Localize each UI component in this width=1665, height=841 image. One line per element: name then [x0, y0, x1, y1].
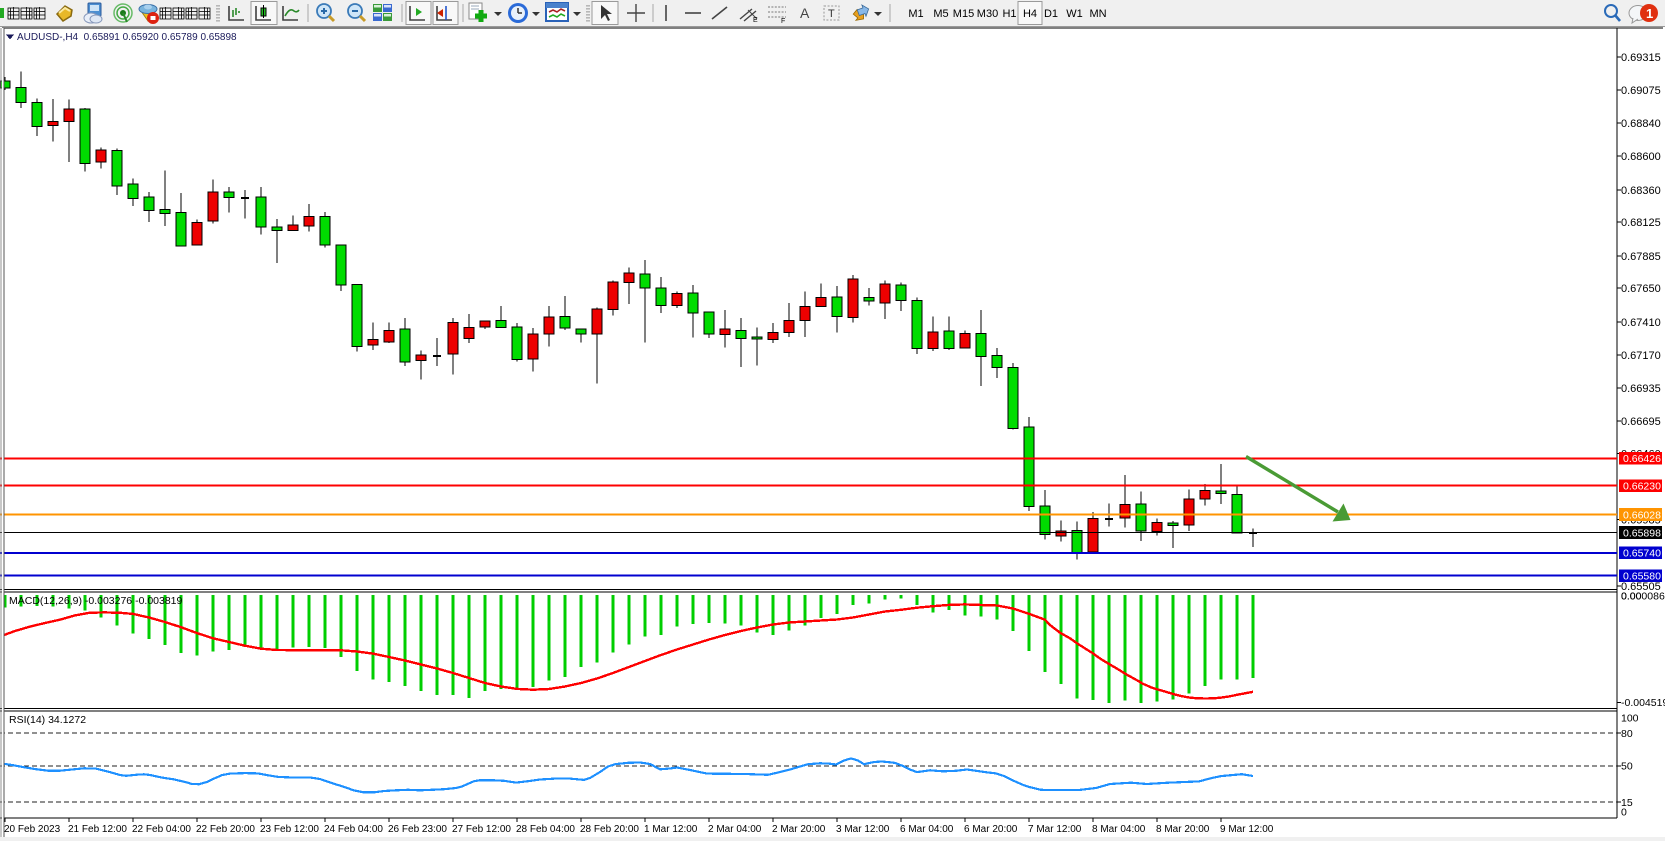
svg-text:0.65898: 0.65898 [1623, 527, 1661, 539]
svg-text:6 Mar 20:00: 6 Mar 20:00 [964, 824, 1018, 835]
svg-text:26 Feb 23:00: 26 Feb 23:00 [388, 824, 447, 835]
svg-text:80: 80 [1621, 728, 1633, 740]
svg-text:0.67410: 0.67410 [1621, 317, 1661, 329]
svg-text:50: 50 [1621, 761, 1633, 773]
svg-text:0.000086: 0.000086 [1621, 590, 1665, 602]
svg-text:RSI(14) 34.1272: RSI(14) 34.1272 [9, 714, 86, 726]
svg-text:22 Feb 04:00: 22 Feb 04:00 [132, 824, 191, 835]
svg-text:F: F [781, 18, 785, 25]
svg-text:27 Feb 12:00: 27 Feb 12:00 [452, 824, 511, 835]
svg-text:MACD(12,26,9) -0.003276 -0.003: MACD(12,26,9) -0.003276 -0.003819 [9, 595, 183, 607]
svg-text:H4: H4 [1023, 8, 1037, 20]
svg-text:28 Feb 20:00: 28 Feb 20:00 [580, 824, 639, 835]
svg-text:M15: M15 [953, 8, 974, 20]
svg-text:7 Mar 12:00: 7 Mar 12:00 [1028, 824, 1082, 835]
svg-text:0.69315: 0.69315 [1621, 52, 1661, 64]
svg-text:100: 100 [1621, 713, 1639, 725]
svg-text:M1: M1 [908, 8, 923, 20]
svg-text:22 Feb 20:00: 22 Feb 20:00 [196, 824, 255, 835]
svg-text:0: 0 [1621, 807, 1627, 819]
svg-text:6 Mar 04:00: 6 Mar 04:00 [900, 824, 954, 835]
svg-text:0.69075: 0.69075 [1621, 85, 1661, 97]
svg-text:8 Mar 20:00: 8 Mar 20:00 [1156, 824, 1210, 835]
svg-text:0.68600: 0.68600 [1621, 151, 1661, 163]
svg-text:0.00: 0.00 [1621, 590, 1642, 602]
svg-text:1 Mar 12:00: 1 Mar 12:00 [644, 824, 698, 835]
svg-text:M30: M30 [977, 8, 998, 20]
svg-text:0.65505: 0.65505 [1621, 581, 1661, 593]
svg-text:T: T [828, 8, 835, 20]
svg-text:2 Mar 20:00: 2 Mar 20:00 [772, 824, 826, 835]
svg-text:21 Feb 12:00: 21 Feb 12:00 [68, 824, 127, 835]
svg-text:E: E [753, 17, 758, 24]
svg-text:15: 15 [1621, 797, 1633, 809]
svg-text:0.68125: 0.68125 [1621, 217, 1661, 229]
svg-text:H1: H1 [1002, 8, 1016, 20]
svg-text:0.65580: 0.65580 [1623, 571, 1661, 583]
svg-text:24 Feb 04:00: 24 Feb 04:00 [324, 824, 383, 835]
svg-text:MN: MN [1089, 8, 1106, 20]
svg-text:0.66230: 0.66230 [1623, 480, 1661, 492]
svg-text:0.67885: 0.67885 [1621, 251, 1661, 263]
svg-text:20 Feb 2023: 20 Feb 2023 [4, 824, 61, 835]
svg-text:W1: W1 [1066, 8, 1083, 20]
svg-text:0.66935: 0.66935 [1621, 383, 1661, 395]
svg-text:0.68840: 0.68840 [1621, 118, 1661, 130]
svg-text:D1: D1 [1044, 8, 1058, 20]
svg-text:3 Mar 12:00: 3 Mar 12:00 [836, 824, 890, 835]
svg-text:28 Feb 04:00: 28 Feb 04:00 [516, 824, 575, 835]
svg-text:0.66028: 0.66028 [1623, 509, 1661, 521]
svg-text:0.67170: 0.67170 [1621, 350, 1661, 362]
svg-text:0.66695: 0.66695 [1621, 416, 1661, 428]
svg-text:2 Mar 04:00: 2 Mar 04:00 [708, 824, 762, 835]
svg-text:0.65740: 0.65740 [1623, 548, 1661, 560]
svg-text:0.66426: 0.66426 [1623, 453, 1661, 465]
svg-text:-0.004519: -0.004519 [1621, 697, 1665, 709]
svg-text:23 Feb 12:00: 23 Feb 12:00 [260, 824, 319, 835]
svg-text:AUDUSD-,H4 0.65891 0.65920 0.: AUDUSD-,H4 0.65891 0.65920 0.65789 0.658… [17, 32, 237, 43]
svg-text:9 Mar 12:00: 9 Mar 12:00 [1220, 824, 1274, 835]
svg-text:1: 1 [1646, 6, 1653, 21]
svg-text:A: A [800, 5, 810, 21]
svg-text:8 Mar 04:00: 8 Mar 04:00 [1092, 824, 1146, 835]
svg-text:0.68360: 0.68360 [1621, 185, 1661, 197]
svg-text:M5: M5 [933, 8, 948, 20]
svg-text:0.67650: 0.67650 [1621, 283, 1661, 295]
